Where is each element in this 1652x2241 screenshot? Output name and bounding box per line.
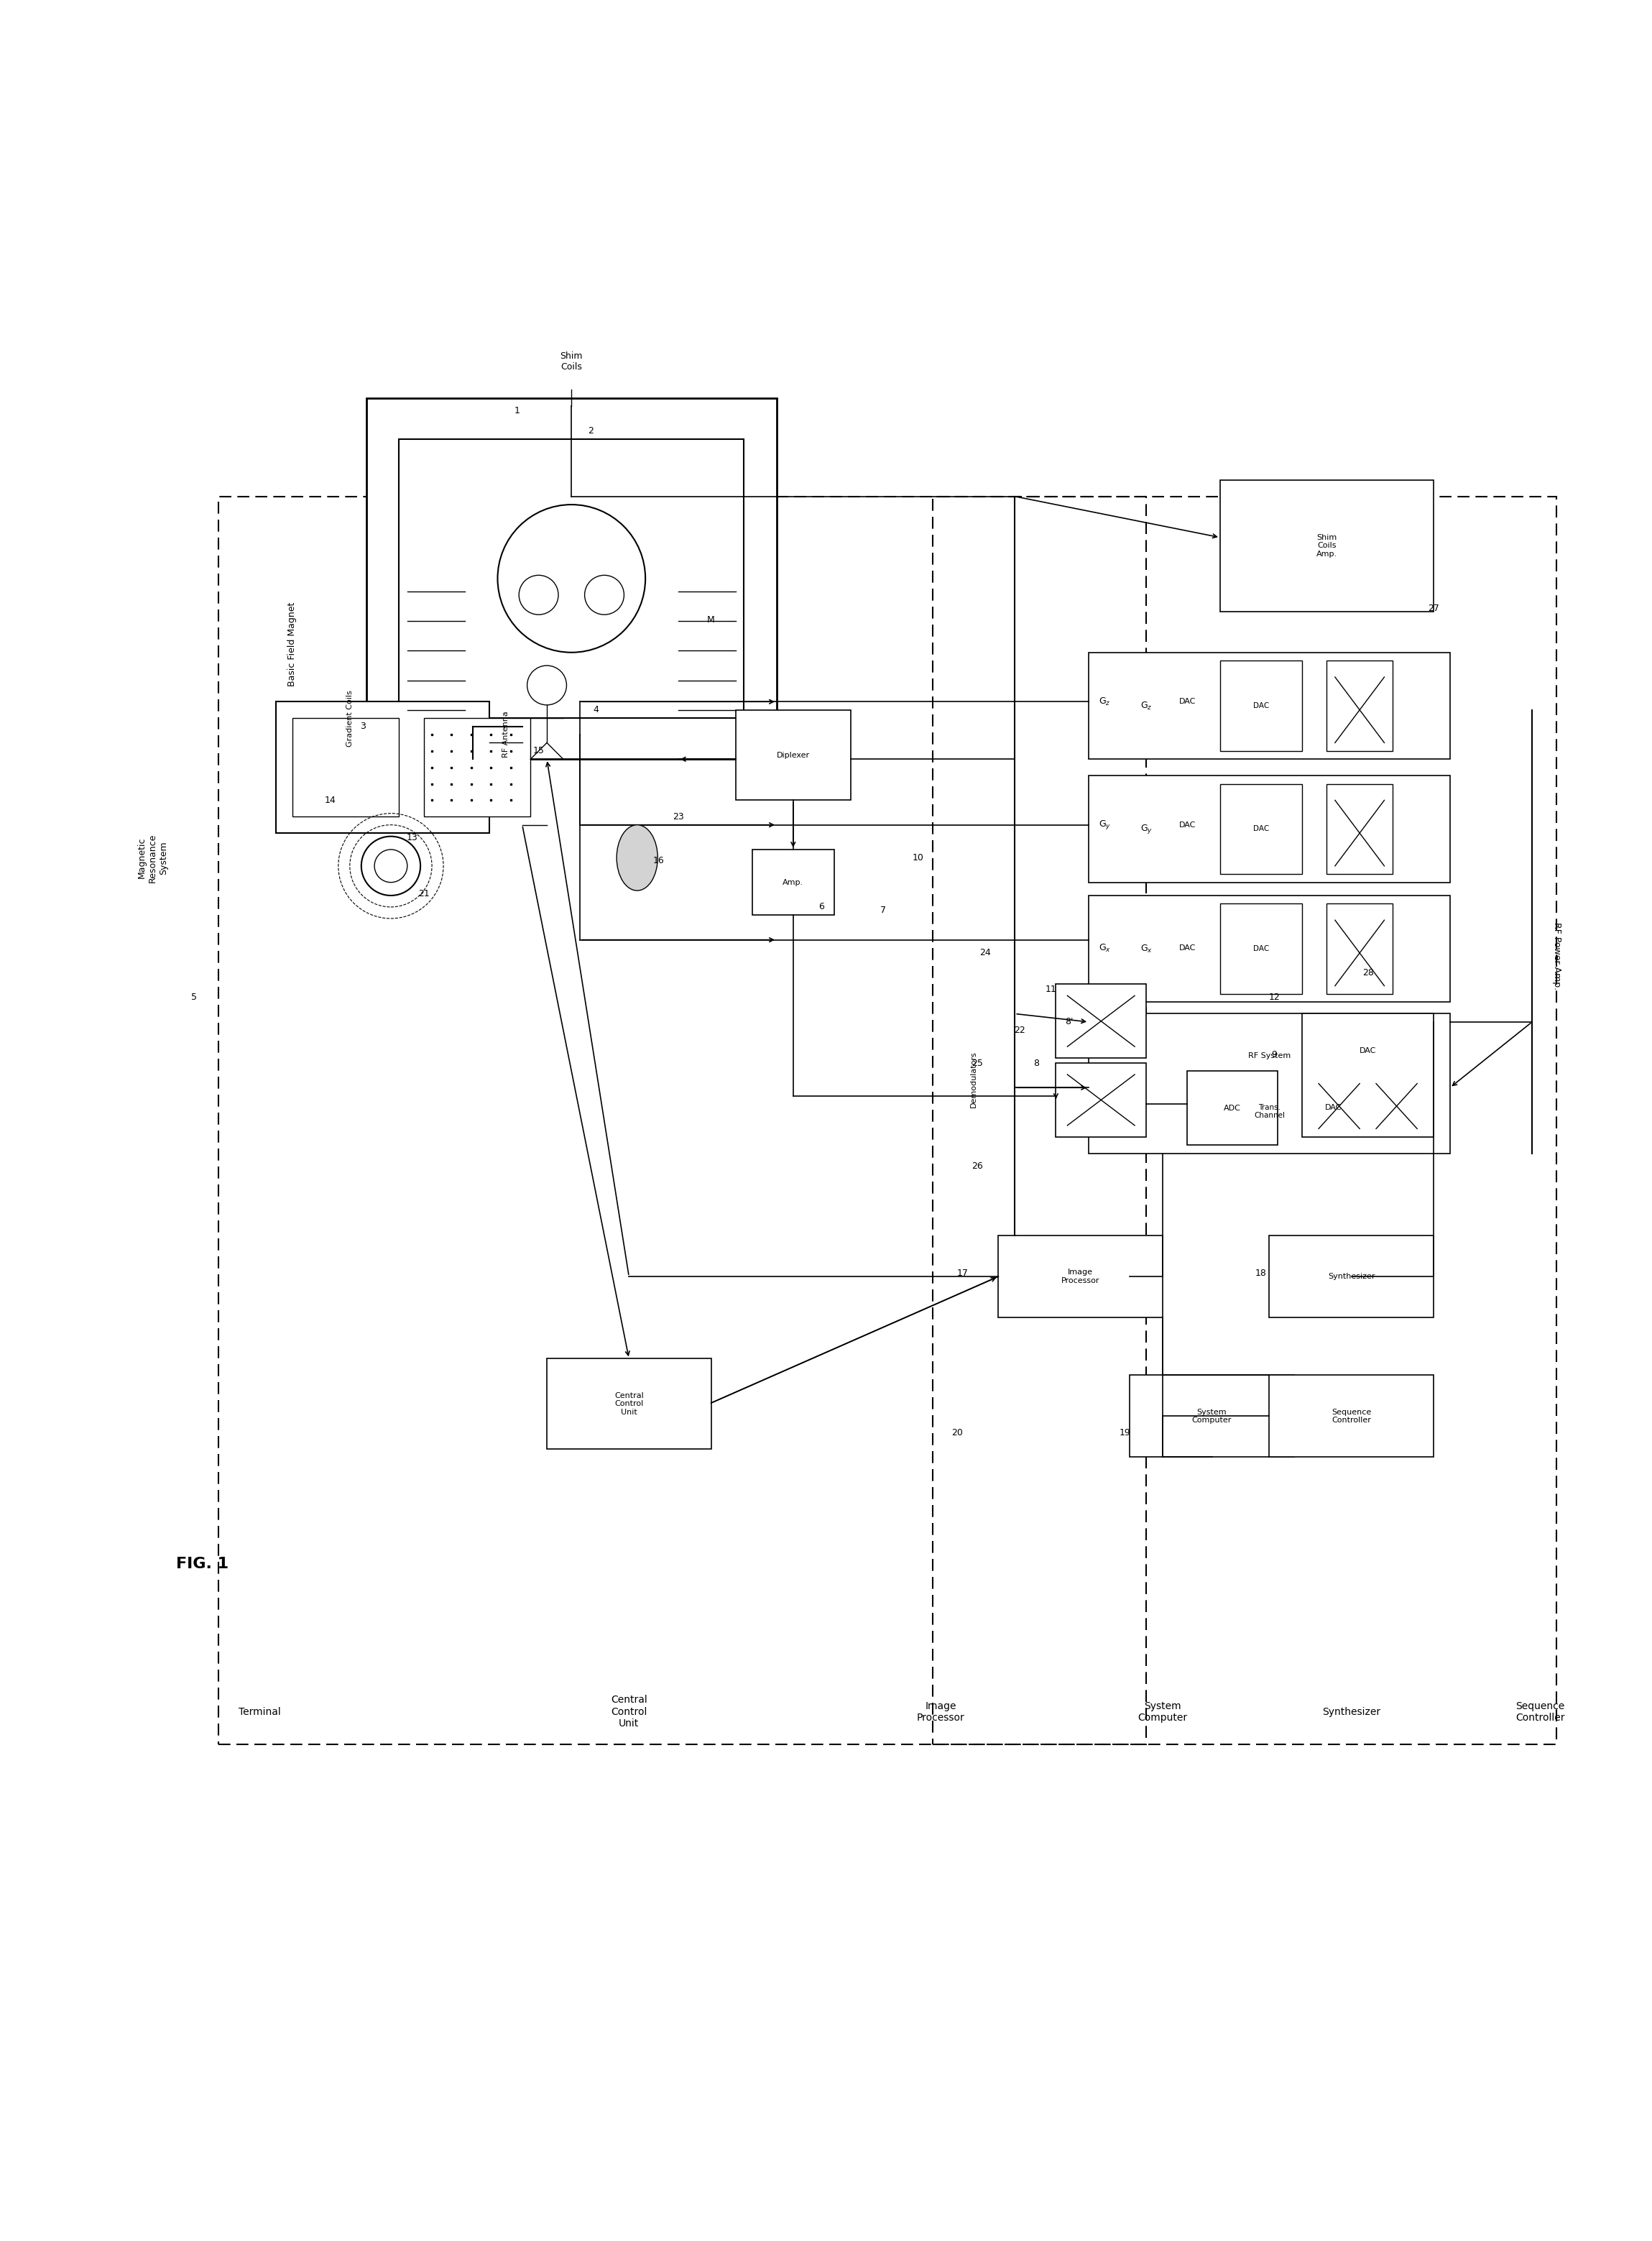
Text: 27: 27 bbox=[1427, 603, 1439, 612]
FancyBboxPatch shape bbox=[292, 717, 400, 816]
Text: 15: 15 bbox=[534, 746, 545, 755]
Bar bbox=[218, 498, 1146, 1743]
Text: Central
Control
Unit: Central Control Unit bbox=[611, 1694, 648, 1728]
Text: DAC: DAC bbox=[1254, 946, 1269, 952]
Text: 1: 1 bbox=[514, 406, 520, 415]
FancyBboxPatch shape bbox=[1056, 984, 1146, 1058]
FancyBboxPatch shape bbox=[1089, 896, 1450, 1002]
Text: Sequence
Controller: Sequence Controller bbox=[1332, 1407, 1371, 1423]
Text: Central
Control
Unit: Central Control Unit bbox=[615, 1392, 644, 1416]
Text: 14: 14 bbox=[324, 796, 335, 805]
Text: 2: 2 bbox=[588, 426, 593, 435]
Text: Image
Processor: Image Processor bbox=[917, 1701, 965, 1723]
Text: 23: 23 bbox=[672, 811, 684, 822]
Text: Trans.
Channel: Trans. Channel bbox=[1254, 1105, 1285, 1118]
FancyBboxPatch shape bbox=[1056, 1062, 1146, 1136]
Text: 17: 17 bbox=[957, 1268, 968, 1277]
FancyBboxPatch shape bbox=[1221, 661, 1302, 751]
Text: G$_y$: G$_y$ bbox=[1099, 818, 1110, 831]
Text: G$_x$: G$_x$ bbox=[1099, 943, 1110, 952]
FancyBboxPatch shape bbox=[1089, 1013, 1450, 1154]
Text: 3: 3 bbox=[360, 722, 365, 731]
Text: G$_z$: G$_z$ bbox=[1099, 697, 1110, 708]
FancyBboxPatch shape bbox=[1269, 1376, 1434, 1457]
FancyBboxPatch shape bbox=[1221, 903, 1302, 995]
Text: DAC: DAC bbox=[1360, 1047, 1376, 1053]
Text: 10: 10 bbox=[912, 854, 923, 863]
Text: 8: 8 bbox=[1032, 1058, 1039, 1067]
FancyBboxPatch shape bbox=[1302, 1013, 1434, 1136]
FancyBboxPatch shape bbox=[998, 1235, 1163, 1318]
Ellipse shape bbox=[616, 825, 657, 890]
FancyBboxPatch shape bbox=[367, 399, 776, 760]
FancyBboxPatch shape bbox=[1327, 784, 1393, 874]
Text: M: M bbox=[707, 614, 715, 625]
Text: DAC: DAC bbox=[1180, 943, 1196, 952]
Text: DAC: DAC bbox=[1254, 701, 1269, 710]
Text: Shim
Coils: Shim Coils bbox=[560, 352, 583, 372]
Text: Synthesizer: Synthesizer bbox=[1322, 1708, 1381, 1717]
Text: G$_y$: G$_y$ bbox=[1140, 822, 1153, 836]
FancyBboxPatch shape bbox=[1221, 784, 1302, 874]
FancyBboxPatch shape bbox=[1327, 903, 1393, 995]
FancyBboxPatch shape bbox=[752, 849, 834, 914]
FancyBboxPatch shape bbox=[276, 701, 489, 834]
Text: System
Computer: System Computer bbox=[1193, 1407, 1232, 1423]
Text: 16: 16 bbox=[653, 856, 664, 865]
FancyBboxPatch shape bbox=[423, 717, 530, 816]
Text: Gradient Coils: Gradient Coils bbox=[347, 690, 354, 746]
Text: 9: 9 bbox=[1272, 1051, 1277, 1060]
Text: FIG. 1: FIG. 1 bbox=[175, 1557, 228, 1571]
Text: 28: 28 bbox=[1363, 968, 1373, 977]
Text: Amp.: Amp. bbox=[783, 878, 803, 885]
FancyBboxPatch shape bbox=[1188, 1071, 1277, 1145]
FancyBboxPatch shape bbox=[1089, 652, 1450, 760]
Bar bbox=[933, 498, 1556, 1743]
Text: 21: 21 bbox=[418, 890, 430, 899]
Text: 24: 24 bbox=[980, 948, 991, 957]
Text: Demodulators: Demodulators bbox=[970, 1051, 978, 1107]
FancyBboxPatch shape bbox=[735, 710, 851, 800]
Text: DAC: DAC bbox=[1325, 1105, 1341, 1112]
FancyBboxPatch shape bbox=[1130, 1376, 1294, 1457]
Text: 11: 11 bbox=[1046, 984, 1057, 993]
Text: Diplexer: Diplexer bbox=[776, 751, 809, 760]
Text: Terminal: Terminal bbox=[238, 1708, 281, 1717]
Text: Basic Field Magnet: Basic Field Magnet bbox=[287, 603, 297, 686]
Text: DAC: DAC bbox=[1254, 825, 1269, 834]
Text: Magnetic
Resonance
System: Magnetic Resonance System bbox=[137, 834, 169, 883]
Text: G$_x$: G$_x$ bbox=[1140, 943, 1153, 955]
Text: 25: 25 bbox=[971, 1058, 983, 1067]
Text: 6: 6 bbox=[818, 903, 824, 912]
Text: 5: 5 bbox=[192, 993, 197, 1002]
Text: RF System: RF System bbox=[1247, 1051, 1290, 1060]
Text: G$_z$: G$_z$ bbox=[1140, 701, 1151, 710]
Text: ADC: ADC bbox=[1224, 1105, 1241, 1112]
Text: DAC: DAC bbox=[1180, 699, 1196, 706]
Text: 12: 12 bbox=[1269, 993, 1280, 1002]
FancyBboxPatch shape bbox=[400, 439, 743, 717]
Text: RF Antenna: RF Antenna bbox=[502, 710, 509, 757]
Text: 19: 19 bbox=[1118, 1428, 1130, 1436]
Text: System
Computer: System Computer bbox=[1138, 1701, 1188, 1723]
Text: 18: 18 bbox=[1256, 1268, 1267, 1277]
Text: Sequence
Controller: Sequence Controller bbox=[1515, 1701, 1564, 1723]
FancyBboxPatch shape bbox=[1327, 661, 1393, 751]
Text: RF Power Amp.: RF Power Amp. bbox=[1551, 923, 1561, 991]
Text: DAC: DAC bbox=[1180, 820, 1196, 829]
Text: Shim
Coils
Amp.: Shim Coils Amp. bbox=[1317, 533, 1336, 558]
Text: Image
Processor: Image Processor bbox=[1061, 1268, 1100, 1284]
Text: 7: 7 bbox=[881, 905, 887, 914]
Text: 20: 20 bbox=[952, 1428, 963, 1436]
FancyBboxPatch shape bbox=[1089, 775, 1450, 883]
Text: 8': 8' bbox=[1066, 1017, 1074, 1026]
FancyBboxPatch shape bbox=[547, 1358, 710, 1450]
FancyBboxPatch shape bbox=[1221, 480, 1434, 612]
Text: Synthesizer: Synthesizer bbox=[1328, 1273, 1374, 1280]
Text: 22: 22 bbox=[1014, 1026, 1026, 1035]
Text: 13: 13 bbox=[406, 834, 418, 843]
Text: 26: 26 bbox=[971, 1161, 983, 1172]
FancyBboxPatch shape bbox=[1269, 1235, 1434, 1318]
Text: 4: 4 bbox=[593, 706, 600, 715]
